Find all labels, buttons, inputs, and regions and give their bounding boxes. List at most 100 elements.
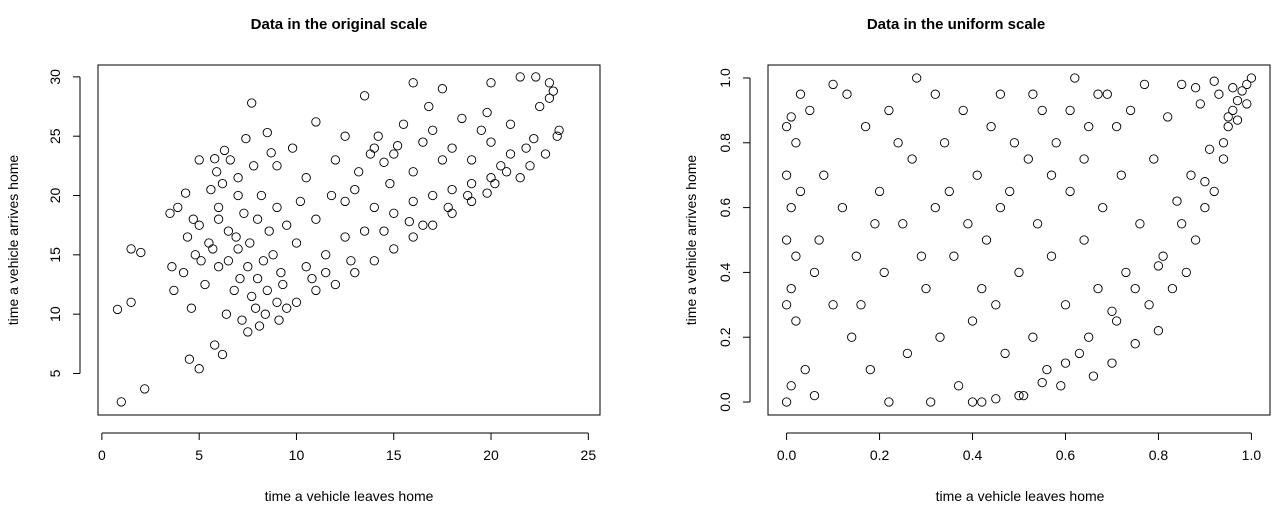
right-data-point bbox=[1209, 186, 1219, 197]
right-data-point bbox=[786, 112, 796, 122]
right-data-point bbox=[1037, 377, 1047, 388]
right-data-point bbox=[1177, 79, 1187, 90]
right-data-point bbox=[953, 381, 964, 391]
left-data-point bbox=[428, 220, 438, 230]
left-data-point bbox=[247, 98, 257, 108]
left-x-tick-label: 5 bbox=[195, 447, 203, 463]
left-data-point bbox=[443, 202, 453, 213]
right-data-point bbox=[1046, 251, 1057, 261]
left-data-point bbox=[276, 267, 286, 278]
right-data-point bbox=[781, 397, 792, 407]
left-data-point bbox=[486, 78, 496, 88]
left-data-point bbox=[272, 161, 282, 171]
right-chart-title: Data in the uniform scale bbox=[867, 16, 1045, 33]
left-data-point bbox=[268, 250, 278, 260]
left-data-point bbox=[466, 178, 477, 189]
right-data-point bbox=[1088, 371, 1099, 381]
left-data-point bbox=[531, 72, 541, 82]
left-data-point bbox=[233, 173, 243, 183]
left-data-point bbox=[258, 256, 269, 266]
left-data-point bbox=[213, 262, 224, 272]
right-data-point bbox=[1228, 105, 1238, 116]
right-y-tick-label: 0.4 bbox=[717, 262, 733, 282]
right-data-point bbox=[1023, 154, 1033, 164]
left-y-axis: 5 10 15 20 25 30 bbox=[47, 69, 81, 377]
right-data-point bbox=[921, 283, 931, 294]
right-data-point bbox=[837, 202, 848, 213]
right-data-point bbox=[781, 235, 792, 245]
left-data-point bbox=[408, 78, 418, 88]
right-data-point bbox=[865, 364, 875, 375]
right-data-point bbox=[1232, 95, 1243, 106]
right-data-point bbox=[847, 332, 857, 342]
right-data-point bbox=[995, 202, 1006, 213]
left-data-point bbox=[188, 214, 198, 224]
left-data-point bbox=[243, 262, 253, 272]
left-data-point bbox=[184, 354, 195, 364]
left-data-point bbox=[408, 196, 418, 207]
right-data-point bbox=[926, 397, 936, 407]
left-data-point bbox=[213, 214, 224, 224]
right-x-tick-label: 1.0 bbox=[1242, 447, 1262, 463]
right-data-point bbox=[977, 397, 987, 407]
left-data-point bbox=[476, 125, 486, 135]
right-data-point bbox=[781, 121, 792, 132]
left-data-point bbox=[428, 190, 438, 201]
left-data-point bbox=[418, 137, 428, 147]
left-data-point bbox=[112, 304, 123, 315]
left-data-point bbox=[126, 297, 136, 307]
left-data-point bbox=[379, 157, 389, 167]
right-data-point bbox=[1032, 219, 1043, 229]
right-data-point bbox=[884, 397, 894, 407]
left-data-point bbox=[408, 167, 418, 177]
left-data-point bbox=[466, 155, 477, 165]
left-data-point bbox=[231, 232, 241, 242]
right-y-axis: 0.0 0.2 0.4 0.6 0.8 1.0 bbox=[717, 68, 751, 412]
right-data-point bbox=[1014, 390, 1024, 401]
left-data-point bbox=[350, 267, 360, 278]
right-y-tick-label: 0.2 bbox=[717, 327, 733, 347]
left-data-point bbox=[385, 178, 395, 189]
right-points-layer bbox=[781, 73, 1257, 407]
right-data-point bbox=[1237, 86, 1247, 96]
right-data-point bbox=[856, 300, 866, 310]
right-data-point bbox=[995, 89, 1006, 99]
left-data-point bbox=[274, 315, 284, 325]
left-x-tick-label: 0 bbox=[98, 447, 106, 463]
left-chart-title: Data in the original scale bbox=[251, 16, 428, 33]
left-data-point bbox=[182, 232, 193, 242]
right-data-point bbox=[1190, 235, 1201, 245]
left-data-point bbox=[354, 167, 364, 177]
left-data-point bbox=[213, 202, 224, 213]
left-data-point bbox=[196, 256, 206, 266]
left-data-point bbox=[266, 148, 276, 158]
left-data-point bbox=[282, 220, 292, 230]
right-data-point bbox=[967, 397, 978, 407]
right-data-point bbox=[1218, 138, 1229, 148]
left-data-point bbox=[350, 184, 360, 195]
left-data-point bbox=[359, 226, 370, 236]
right-y-tick-label: 0.0 bbox=[717, 392, 733, 412]
right-data-point bbox=[874, 186, 885, 197]
right-data-point bbox=[791, 251, 801, 261]
left-data-point bbox=[219, 145, 230, 156]
left-data-point bbox=[229, 285, 239, 296]
left-data-point bbox=[243, 327, 253, 337]
right-x-axis-label: time a vehicle leaves home bbox=[936, 488, 1105, 504]
left-data-point bbox=[233, 244, 243, 254]
right-data-point bbox=[791, 138, 801, 148]
right-data-point bbox=[1149, 154, 1159, 164]
left-data-point bbox=[241, 133, 251, 144]
left-data-point bbox=[457, 113, 467, 124]
left-data-point bbox=[262, 127, 272, 138]
left-data-point bbox=[379, 226, 389, 236]
left-data-point bbox=[256, 190, 267, 201]
right-data-point bbox=[939, 138, 950, 148]
right-data-point bbox=[1186, 170, 1196, 180]
right-data-point bbox=[1028, 89, 1038, 99]
left-data-point bbox=[482, 107, 492, 118]
right-data-point bbox=[1009, 138, 1020, 148]
right-x-tick-label: 0.6 bbox=[1056, 447, 1076, 463]
right-data-point bbox=[972, 170, 982, 180]
